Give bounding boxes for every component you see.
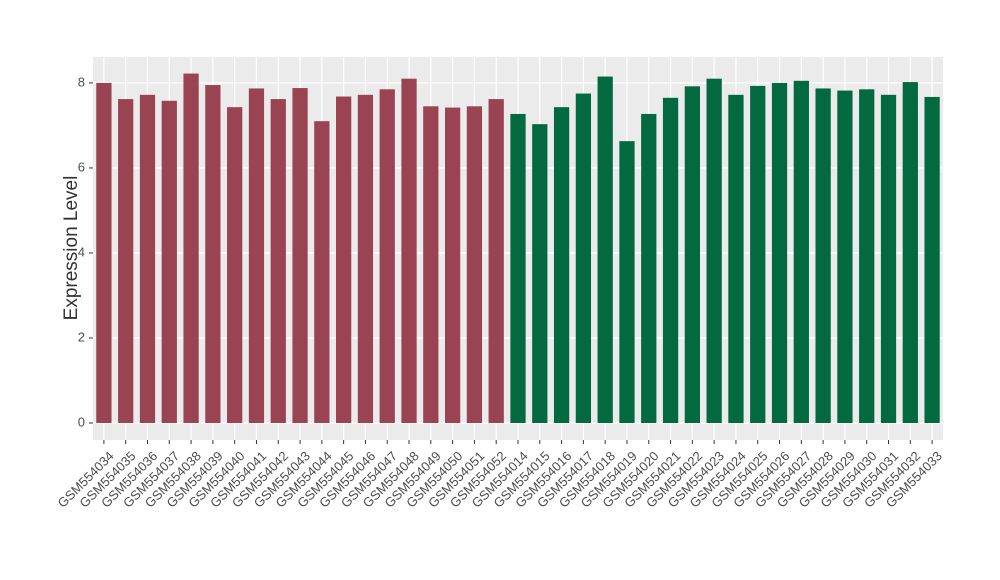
bar (706, 78, 722, 423)
bar (314, 121, 330, 423)
bar (444, 107, 461, 423)
bar (924, 96, 940, 423)
bar (205, 85, 221, 423)
y-axis-title: Expression Level (61, 176, 82, 321)
bar (619, 141, 635, 423)
bar (292, 88, 308, 423)
bar (597, 76, 613, 423)
bar (379, 89, 395, 423)
bar (248, 88, 265, 423)
bar (96, 82, 112, 423)
bar (750, 85, 766, 423)
bar (401, 78, 417, 423)
bar (466, 106, 483, 423)
bar (575, 93, 592, 423)
bar (357, 94, 374, 423)
bar (771, 82, 788, 423)
bar (336, 96, 352, 423)
bar (423, 106, 439, 423)
bar (488, 99, 504, 423)
y-tick-label: 6 (78, 159, 85, 174)
y-tick-label: 2 (78, 329, 85, 344)
y-tick-label: 4 (78, 244, 85, 259)
bar (139, 94, 156, 423)
bar (532, 124, 548, 423)
y-tick-label: 0 (78, 414, 85, 429)
bar (902, 82, 918, 423)
bar (270, 99, 286, 423)
bar (641, 113, 657, 423)
bar (118, 99, 134, 423)
bar (161, 100, 177, 423)
bar (880, 94, 897, 423)
bar (728, 94, 744, 423)
bar (684, 86, 700, 423)
bar (510, 113, 526, 423)
bar (859, 89, 875, 423)
bar (815, 88, 831, 423)
bar (553, 107, 570, 423)
bar (837, 90, 853, 423)
bar (227, 107, 243, 423)
y-tick-label: 8 (78, 74, 85, 89)
bar (793, 80, 809, 423)
bar (183, 73, 199, 423)
bar (662, 97, 679, 423)
